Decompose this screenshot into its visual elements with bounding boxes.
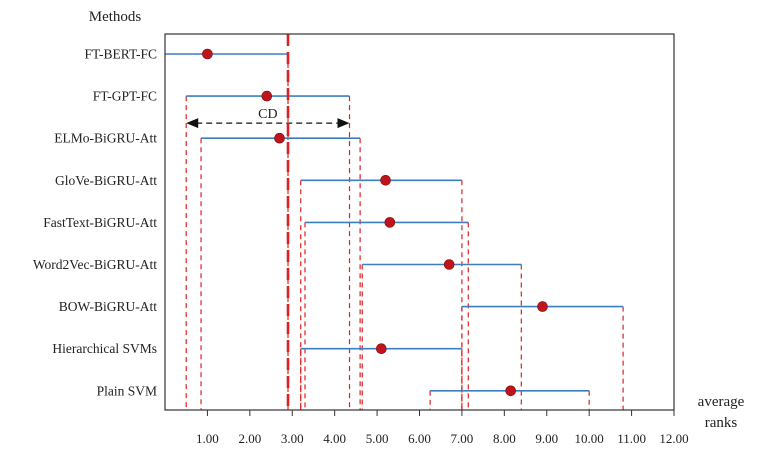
x-axis-title-word: average [698,394,745,410]
method-label: ELMo-BiGRU-Att [54,131,157,146]
rank-point [376,343,387,355]
method-labels: FT-BERT-FC FT-GPT-FC ELMo-BiGRU-Att GloVe-B… [33,47,157,399]
rank-point [443,259,455,270]
x-axis-ticks: 1.00 2.00 3.00 4.00 5.00 6.00 7.00 8.00 9.00 10.0… [196,410,689,446]
rank-point [380,175,391,186]
rank-points [202,48,548,397]
x-axis-title-word: ranks [705,415,738,431]
cd-arrow-left-icon [186,118,199,129]
tick-label: 6.00 [408,431,431,446]
method-label: FastText-BiGRU-Att [43,215,157,230]
tick-label: 12.00 [659,431,688,446]
tick-label: 10.00 [575,431,604,446]
method-label: FT-GPT-FC [93,89,157,104]
guide-lines [185,54,624,410]
tick-label: 11.00 [617,431,646,446]
tick-label: 9.00 [535,431,558,446]
rank-point [274,132,285,144]
method-label: FT-BERT-FC [85,47,157,62]
tick-label: 3.00 [281,431,304,446]
tick-label: 7.00 [451,431,474,446]
tick-label: 8.00 [493,431,516,446]
method-label: Plain SVM [97,383,157,398]
method-label: Word2Vec-BiGRU-Att [33,257,157,272]
tick-label: 1.00 [196,431,219,446]
rank-point [537,301,548,312]
cd-arrow-right-icon [337,118,350,129]
critical-difference-marker: CD [186,107,350,129]
tick-label: 2.00 [238,431,261,446]
method-label: Hierarchical SVMs [52,341,157,356]
cd-label: CD [258,107,277,122]
method-label: GloVe-BiGRU-Att [55,173,157,188]
rank-point [505,385,516,397]
tick-label: 5.00 [366,431,389,446]
y-axis-title: Methods [89,9,142,25]
rank-point [261,90,273,102]
method-label: BOW-BiGRU-Att [59,299,158,314]
rank-point [202,48,213,60]
rank-point [384,217,396,228]
tick-label: 4.00 [323,431,346,446]
x-axis-title: average ranks [698,394,745,431]
